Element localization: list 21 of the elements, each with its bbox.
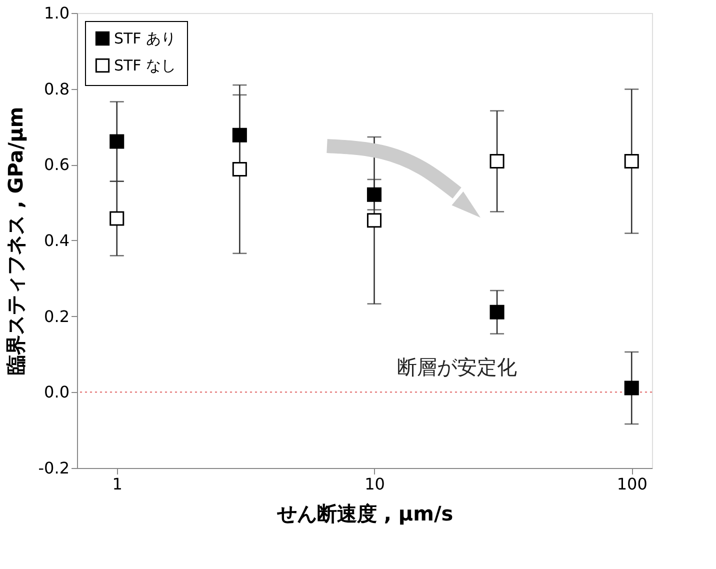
y-tick-label: 0.6: [44, 155, 70, 174]
point: [110, 211, 124, 226]
legend-label: STF なし: [114, 56, 176, 74]
point: [624, 154, 639, 169]
x-tick-label: 1: [112, 474, 122, 494]
annotation: 断層が安定化: [397, 355, 517, 379]
point: [110, 134, 124, 149]
y-tick-label: 1.0: [44, 4, 70, 22]
y-axis-title: 臨界スティフネス , GPa/μm: [3, 106, 28, 376]
y-tick-label: -0.2: [38, 458, 70, 478]
y-tick-label: 0.8: [44, 79, 70, 98]
x-tick-label: 10: [364, 474, 385, 494]
point: [366, 187, 382, 202]
y-tick-label: 0.4: [44, 231, 70, 250]
legend-label: STF あり: [114, 30, 176, 48]
point: [366, 213, 382, 228]
y-tick-label: 0.0: [44, 382, 70, 402]
y-tick-label: 0.2: [44, 306, 70, 326]
x-axis-title: せん断速度 , μm/s: [276, 502, 454, 526]
point: [624, 380, 639, 396]
x-tick-label: 100: [616, 474, 648, 494]
